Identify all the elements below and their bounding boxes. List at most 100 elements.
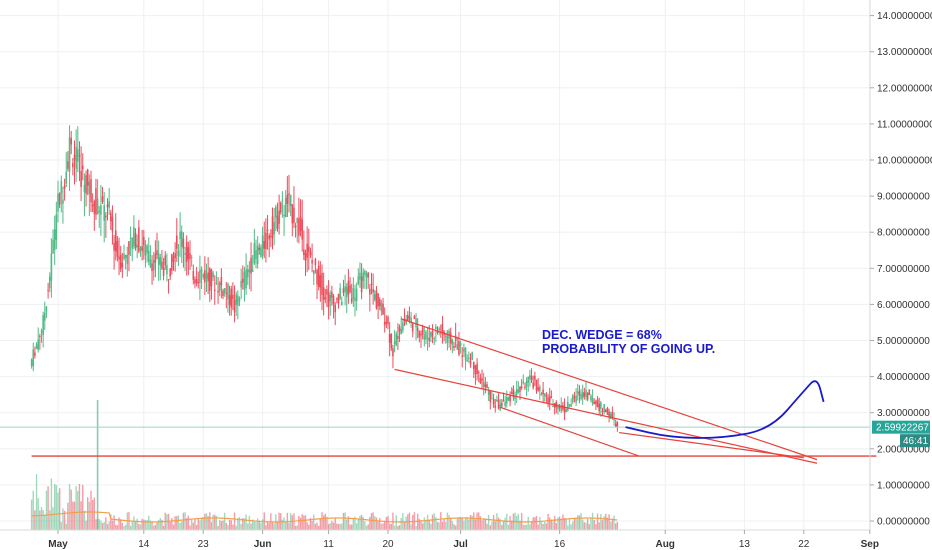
volume-bar [342, 512, 345, 530]
candle-body [474, 365, 477, 375]
volume-bar [377, 521, 379, 530]
candle-body [215, 282, 218, 284]
candle-body [129, 237, 132, 239]
candle-body [299, 216, 302, 232]
candle-body [312, 270, 315, 275]
candle-body [232, 294, 234, 300]
candle-body [456, 344, 459, 350]
volume-bar [347, 516, 350, 530]
volume-bar [153, 525, 155, 530]
candle-body [291, 204, 294, 224]
candle-body [242, 278, 244, 283]
volume-bar [550, 519, 553, 530]
volume-bar [110, 514, 112, 530]
candle-body [279, 202, 282, 213]
volume-bar [222, 520, 224, 530]
x-tick-label: Jun [254, 539, 272, 550]
x-tick-label: 23 [198, 539, 210, 550]
y-tick-label: 11.00000000 [877, 119, 932, 130]
volume-bar [294, 525, 297, 530]
volume-bar [332, 522, 335, 530]
candle-body [227, 283, 229, 300]
volume-bar [430, 523, 432, 530]
candle-body [372, 289, 374, 293]
y-tick-label: 4.00000000 [877, 372, 930, 383]
candle-body [586, 393, 589, 400]
volume-bar [466, 517, 468, 530]
volume-bar [403, 521, 406, 530]
volume-bar [464, 518, 467, 530]
volume-bar [72, 501, 74, 530]
candle-body [108, 201, 110, 208]
volume-bar [380, 523, 383, 530]
volume-bar [91, 499, 94, 530]
volume-bar [471, 515, 473, 530]
volume-bar [157, 520, 160, 530]
candle-body [149, 259, 152, 267]
candle-body [337, 293, 340, 304]
volume-bar [511, 520, 513, 530]
candle-body [558, 406, 561, 408]
candle-body [72, 163, 74, 168]
candle-body [116, 240, 119, 257]
volume-bar [367, 524, 369, 530]
candle-body [40, 330, 43, 333]
volume-bar [448, 515, 450, 530]
candle-body [522, 381, 525, 383]
candle-body [253, 243, 256, 264]
candle-body [382, 303, 384, 315]
candle-body [228, 295, 231, 306]
volume-bar [42, 509, 44, 530]
candle-body [413, 316, 416, 319]
candle-body [466, 360, 468, 362]
candle-body [126, 254, 129, 264]
candle-body [540, 393, 543, 395]
grid [0, 0, 871, 530]
volume-bar [379, 517, 381, 530]
y-tick-label: 12.00000000 [877, 83, 932, 94]
candle-body [296, 217, 299, 224]
volume-bar [590, 517, 592, 530]
volume-bar [435, 516, 437, 530]
candle-body [58, 192, 61, 205]
candle-body [171, 254, 173, 271]
volume-bar [57, 492, 59, 530]
candle-body [585, 389, 587, 397]
candle-body [398, 326, 401, 332]
volume-bar [547, 513, 549, 530]
candle-body [433, 338, 435, 340]
candle-body [588, 389, 591, 395]
volume-bar [47, 486, 49, 530]
candle-body [106, 204, 109, 208]
volume-bar [167, 513, 170, 530]
candle-body [304, 252, 307, 261]
volume-bar [55, 485, 58, 530]
volume-bar [202, 517, 204, 530]
volume-bar [524, 525, 526, 530]
volume-bar [360, 514, 363, 530]
candle-body [613, 418, 615, 421]
volume-bar [316, 522, 318, 530]
candle-body [395, 333, 398, 346]
volume-bar [276, 522, 279, 530]
candle-body [317, 265, 320, 287]
candle-body [581, 392, 584, 398]
volume-bar [32, 490, 34, 530]
candle-body [423, 335, 426, 340]
candle-body [515, 388, 518, 396]
volume-bar [486, 523, 488, 530]
candle-body [543, 393, 546, 397]
candle-body [68, 137, 71, 172]
candle-body [85, 175, 87, 194]
candle-body [341, 301, 343, 305]
volume-bar [260, 523, 262, 530]
candle-body [44, 312, 46, 321]
candle-body [342, 288, 345, 294]
candle-body [458, 341, 460, 355]
candle-body [575, 395, 577, 403]
candle-body [606, 407, 609, 415]
candle-body [218, 282, 221, 291]
volume-bar [552, 521, 554, 530]
candle-body [293, 207, 295, 223]
